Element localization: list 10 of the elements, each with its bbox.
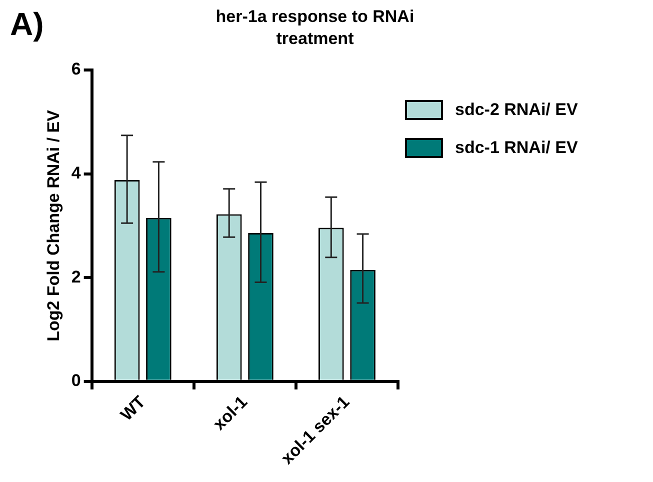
legend-label: sdc-1 RNAi/ EV	[455, 138, 578, 158]
chart-title: her-1a response to RNAi treatment	[214, 6, 416, 50]
legend-label: sdc-2 RNAi/ EV	[455, 100, 578, 120]
x-tick-label: WT	[116, 392, 150, 424]
y-tick-label: 4	[71, 164, 82, 182]
y-tick-label: 6	[71, 60, 81, 79]
y-tick-label: 2	[71, 267, 81, 286]
text: A)	[10, 6, 44, 43]
y-tick-label: 0	[71, 371, 81, 390]
y-axis-title: Log2 Fold Change RNAi / EV	[44, 109, 63, 342]
